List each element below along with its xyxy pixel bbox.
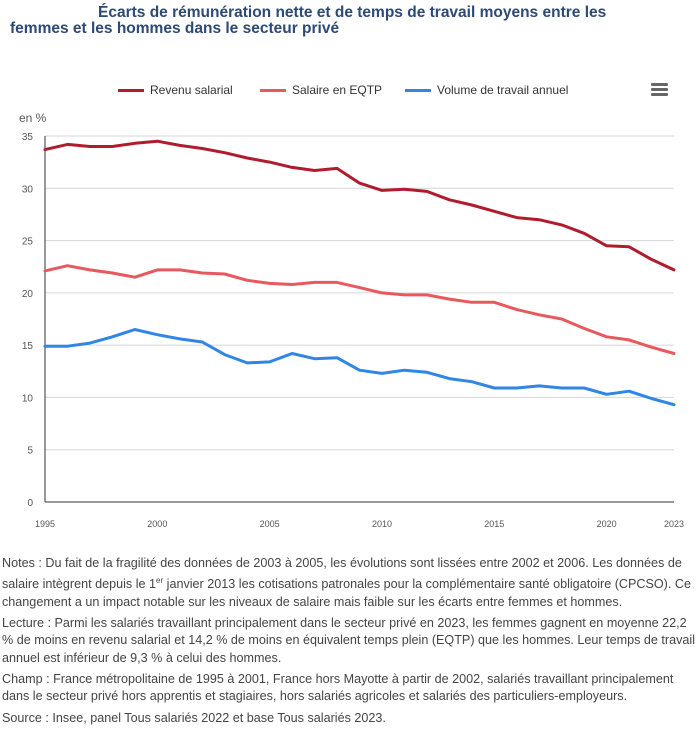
x-tick-label: 2005 [260,519,280,529]
chart-legend: Revenu salarial Salaire en EQTP Volume d… [0,83,698,99]
legend-swatch [405,88,431,92]
chart-title: Écarts de rémunération nette et de temps… [10,5,690,37]
chart-notes: Notes : Du fait de la fragilité des donn… [2,555,698,731]
line-chart: 0 5 10 15 20 25 30 35 1995 2000 2005 2010 2015 2020 20… [22,132,684,529]
y-tick-label: 30 [22,184,34,195]
legend-swatch [260,88,286,92]
champ-paragraph: Champ : France métropolitaine de 1995 à … [2,671,674,704]
y-tick-label: 35 [22,132,34,143]
legend-item-revenu-salarial[interactable]: Revenu salarial [118,83,233,97]
y-axis-unit-label: en % [19,111,47,125]
chart-title-line-2: femmes et les hommes dans le secteur pri… [10,20,340,37]
source-paragraph: Source : Insee, panel Tous salariés 2022… [2,710,386,725]
legend-label: Salaire en EQTP [292,83,383,97]
x-tick-label: 2000 [147,519,167,529]
legend-swatch [118,88,144,92]
legend-item-salaire-eqtp[interactable]: Salaire en EQTP [260,83,382,97]
notes-text-b: janvier 2013 les cotisations patronales … [2,577,691,609]
chart-title-line-1: Écarts de rémunération nette et de temps… [98,4,607,21]
series-line-3 [43,328,676,407]
x-tick-label: 2015 [484,519,504,529]
x-tick-label: 1995 [35,519,55,529]
notes-paragraph: Notes : Du fait de la fragilité des donn… [2,555,698,611]
y-tick-label: 20 [22,289,34,300]
legend-item-volume-travail[interactable]: Volume de travail annuel [405,83,568,97]
lecture-paragraph: Lecture : Parmi les salariés travaillant… [2,616,696,665]
y-tick-label: 10 [22,393,34,404]
legend-label: Volume de travail annuel [437,83,569,97]
hamburger-menu-icon[interactable] [651,83,668,98]
y-tick-label: 25 [22,237,34,248]
series-line-1 [43,139,676,272]
legend-label: Revenu salarial [150,83,233,97]
notes-superscript: er [156,576,164,586]
series-line-2 [43,264,676,355]
x-tick-label: 2023 [664,519,684,529]
x-tick-label: 2010 [372,519,392,529]
y-tick-label: 0 [27,498,33,509]
x-tick-label: 2020 [597,519,617,529]
y-tick-label: 15 [22,341,34,352]
y-tick-label: 5 [27,446,33,457]
notes-text-a: Notes : Du fait de la fragilité des donn… [2,556,682,592]
